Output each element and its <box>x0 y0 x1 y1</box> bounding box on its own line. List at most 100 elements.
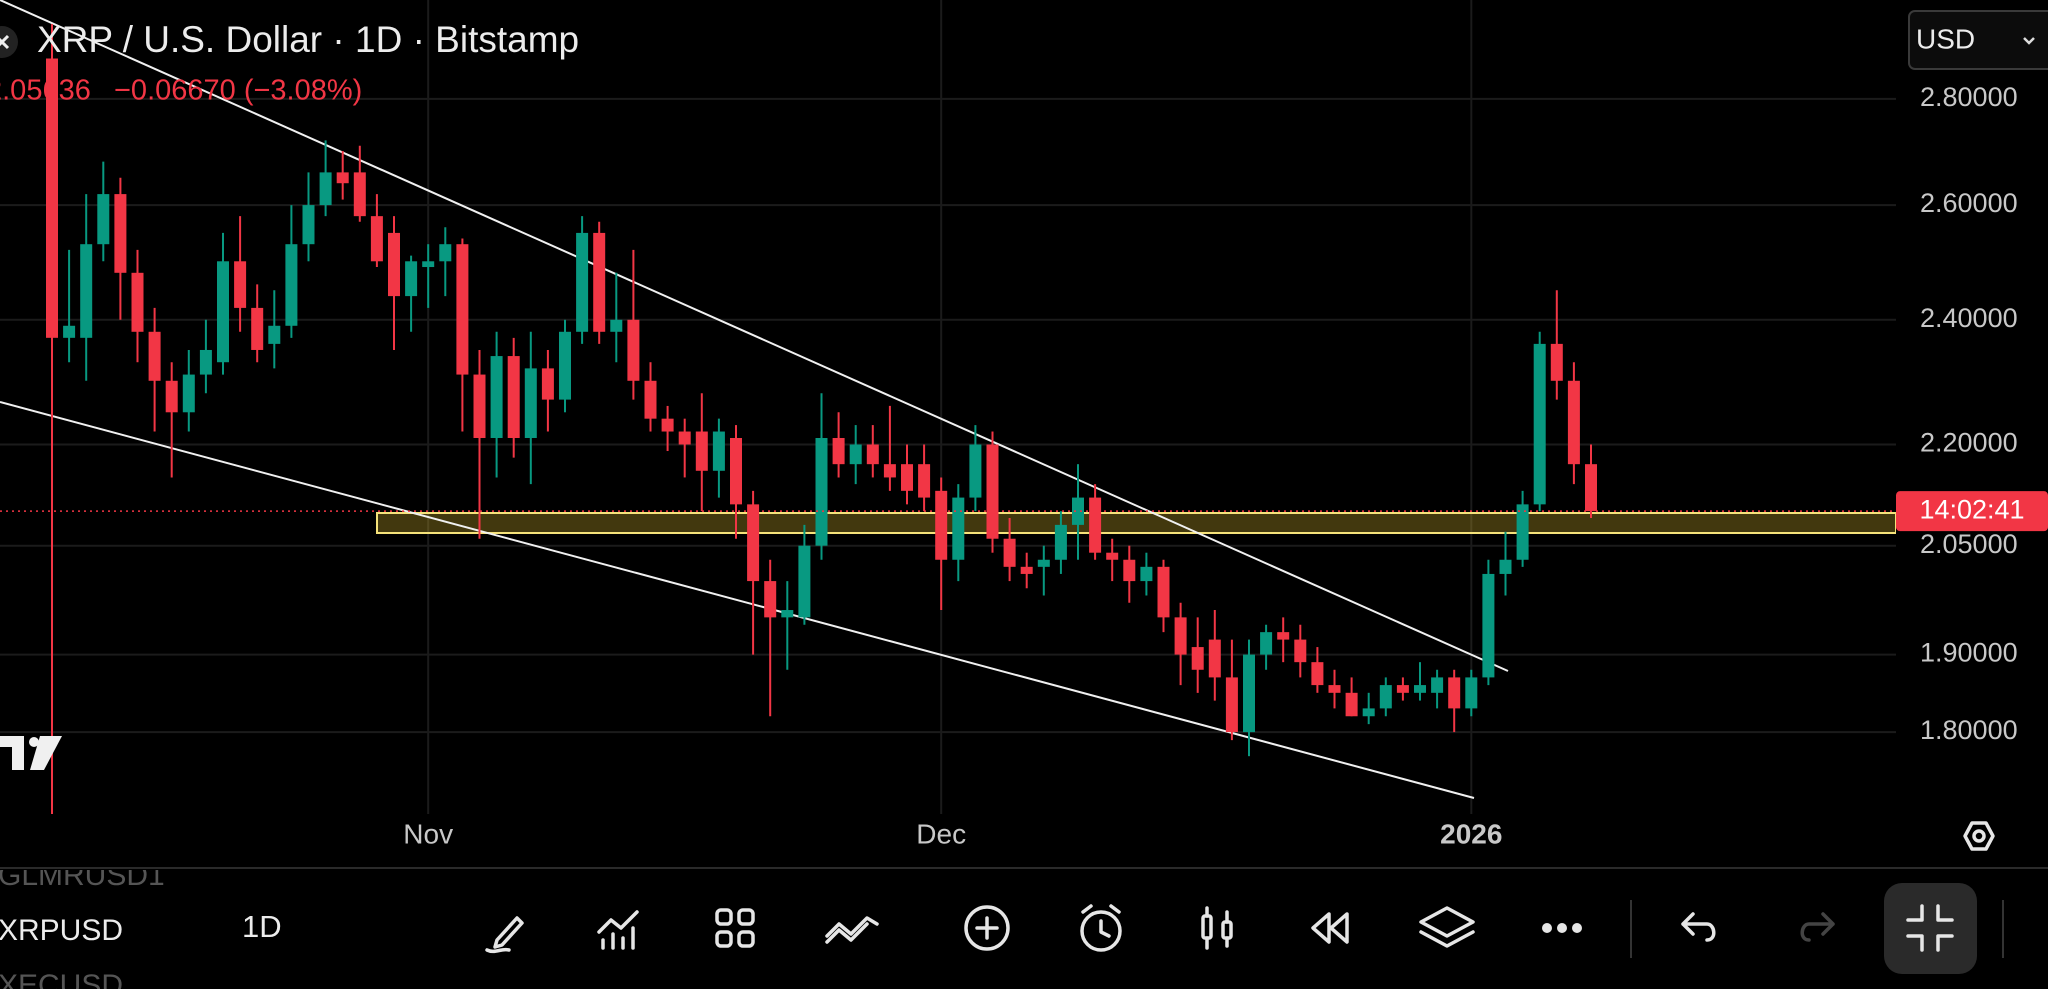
currency: USD <box>1916 23 1975 54</box>
candle-body <box>1174 617 1187 655</box>
symbol-item[interactable]: GLMRUSD1 <box>0 859 165 892</box>
settings-button[interactable] <box>1963 821 1995 851</box>
candle-body <box>439 244 452 262</box>
candle-body <box>1379 685 1392 709</box>
candle-body <box>1140 566 1153 582</box>
candle-body <box>1533 343 1546 505</box>
candle-body <box>627 319 640 381</box>
candle-body <box>1482 573 1495 678</box>
candle-body <box>1123 559 1136 582</box>
candle-body <box>1311 662 1324 686</box>
candle-body <box>1294 639 1307 663</box>
y-tick-label: 2.20000 <box>1920 428 2018 458</box>
candle-body <box>473 374 486 438</box>
close-icon[interactable] <box>0 26 18 58</box>
candle-body <box>541 368 554 400</box>
candle-body <box>610 319 623 332</box>
candle-body <box>764 581 777 618</box>
grid <box>0 0 1896 814</box>
candle-body <box>1550 343 1563 381</box>
redo[interactable] <box>1800 912 1835 942</box>
candle-body <box>1037 559 1050 567</box>
candle-body <box>148 331 161 381</box>
candle-body <box>422 261 435 268</box>
candle-body <box>165 380 178 413</box>
candle-body <box>986 444 999 539</box>
candle-body <box>302 205 315 245</box>
chart-type[interactable] <box>1201 906 1233 950</box>
candle-body <box>866 444 879 465</box>
close-x <box>0 34 10 50</box>
interval-button[interactable]: 1D <box>242 909 282 944</box>
candle-body <box>507 356 520 438</box>
x-tick-label: 2026 <box>1440 818 1502 849</box>
candle-body <box>1225 677 1238 733</box>
candle-body <box>388 232 400 297</box>
candle-body <box>97 194 110 245</box>
x-tick-label: Nov <box>403 818 453 849</box>
draw-tool[interactable] <box>485 916 524 954</box>
candle-body <box>1157 566 1170 618</box>
candle-body <box>1431 677 1444 693</box>
exit-fullscreen <box>1906 904 1954 952</box>
currency-select[interactable] <box>1908 10 2048 70</box>
y-tick-label: 2.05000 <box>1920 529 2018 559</box>
candle-body <box>1260 632 1273 655</box>
fullscreen-button[interactable] <box>1884 883 1977 974</box>
candle-body <box>251 307 264 350</box>
candle-body <box>1054 524 1067 560</box>
candle-body <box>576 232 589 332</box>
candle-body <box>268 325 281 344</box>
add[interactable] <box>964 905 1010 951</box>
candle-body <box>490 356 503 438</box>
candle-body <box>832 437 845 465</box>
candle-body <box>712 431 725 471</box>
candle-body <box>114 194 127 273</box>
symbol-item-active[interactable]: XRPUSD <box>0 914 123 947</box>
tv-logo <box>0 736 62 770</box>
candle-body <box>593 232 606 332</box>
candle-body <box>182 374 195 413</box>
candle-body <box>1448 677 1461 709</box>
candle-body <box>80 244 93 338</box>
last-price: 2.05636 <box>0 75 91 107</box>
y-tick-label: 1.90000 <box>1920 638 2018 668</box>
y-tick-label: 1.80000 <box>1920 715 2018 745</box>
upper-trendline <box>0 0 1509 672</box>
more[interactable] <box>1542 923 1582 933</box>
candle-body <box>234 261 247 308</box>
objects[interactable] <box>1419 906 1475 948</box>
candle-body <box>695 431 708 471</box>
candle-body <box>1414 685 1426 693</box>
toolbar-icons <box>485 883 2004 974</box>
indicators[interactable] <box>597 910 639 950</box>
candle-body <box>1516 504 1529 560</box>
compare[interactable] <box>825 916 879 944</box>
y-tick-label: 2.40000 <box>1920 303 2018 333</box>
candle-body <box>969 444 982 498</box>
candle-body <box>815 437 828 546</box>
candle-body <box>1499 559 1512 574</box>
candle-body <box>781 610 794 618</box>
candle-body <box>217 261 229 363</box>
axes: 2.80000 2.60000 2.40000 2.20000 2.05000 1.900… <box>403 82 2048 849</box>
alert[interactable] <box>1080 904 1122 952</box>
candle-body <box>456 244 469 375</box>
candle-body <box>883 464 896 478</box>
candle-body <box>1243 654 1255 733</box>
symbol-list: GLMRUSD1 XRPUSD XECUSD <box>0 859 165 989</box>
candle-body <box>918 464 931 498</box>
candle-body <box>644 380 657 419</box>
candle-body <box>952 497 965 560</box>
countdown: 14:02:41 <box>1919 494 2024 524</box>
x-tick-label: Dec <box>916 818 966 849</box>
candle-body <box>1277 632 1290 640</box>
candle-body <box>1465 677 1478 709</box>
undo[interactable] <box>1681 912 1716 942</box>
replay[interactable] <box>1311 912 1349 944</box>
candle-body <box>131 272 144 332</box>
symbol-item[interactable]: XECUSD <box>0 969 123 989</box>
layouts[interactable] <box>715 908 755 948</box>
